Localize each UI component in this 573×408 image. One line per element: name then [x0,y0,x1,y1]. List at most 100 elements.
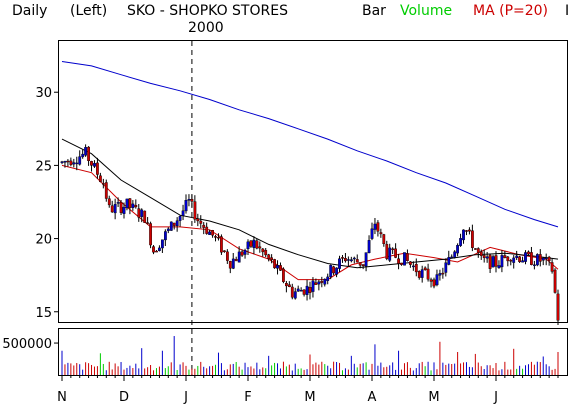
candle-body [426,268,430,280]
candle-body [228,261,232,269]
candle-body [373,223,377,230]
candle-body [255,240,259,249]
candle-body [521,260,525,263]
candle-body [394,248,397,258]
candle-body [364,252,368,267]
candle-body [87,146,91,162]
time-tick-label: N [57,390,67,405]
candle-body [323,278,327,285]
candle-body [326,276,330,281]
candle-body [93,163,96,167]
candle-body [276,265,279,269]
candle-body [379,232,383,235]
candle-body [391,248,395,251]
candle-body [146,222,149,224]
candle-body [506,256,510,262]
candle-body [140,209,144,217]
candle-body [476,248,480,253]
candle-body [308,287,312,293]
candle-body [222,250,226,252]
candle-body [435,274,439,286]
candle-body [429,279,433,282]
price-panel-frame [58,40,568,323]
candle-body [296,288,300,292]
candle-body [128,198,132,208]
candle-body [181,210,185,216]
volume-panel-frame [58,328,568,376]
candle-body [388,247,392,261]
candle-body [249,240,253,247]
candle-body [471,230,474,248]
candle-body [329,265,333,278]
candle-body [376,222,380,232]
candle-body [332,266,335,274]
chart-title: SKO - SHOPKO STORES [127,3,288,19]
candle-body [444,262,448,273]
candle-body [453,251,457,258]
candle-body [288,284,291,288]
candle-body [231,258,235,269]
candle-body [101,183,105,185]
candle-body [538,254,542,262]
candle-body [450,256,454,259]
candle-body [190,198,194,202]
candle-body [509,260,513,262]
moving-averages [61,61,559,281]
candle-body [358,262,362,266]
candle-body [459,238,462,246]
candle-body [208,231,211,235]
candle-body [178,215,182,221]
candle-body [400,262,403,265]
volume-tick-label: 500000 [2,337,52,352]
candle-body [125,198,129,209]
candle-body [69,160,73,165]
candle-body [211,229,214,236]
candle-body [409,261,412,265]
candle-body [270,257,273,261]
candle-body [320,281,324,283]
candle-body [550,262,554,272]
candle-body [143,210,147,223]
candle-body [468,229,471,232]
candle-body [246,241,250,250]
candle-body [205,226,209,234]
price-axis: 15 20 25 30 [35,86,59,321]
candle-body [137,208,141,218]
candle-body [305,285,309,295]
candle-body [497,265,501,269]
candle-body [240,251,244,256]
candle-body [285,283,288,287]
candle-body [66,160,70,163]
candle-body [72,162,76,165]
candle-body [60,161,64,163]
candle-body [293,291,297,299]
candle-body [282,268,285,282]
candle-body [98,175,102,182]
candle-body [432,279,436,287]
candle-body [311,280,315,292]
legend-ma: MA (P=20) [473,3,548,19]
candle-body [414,264,418,273]
candle-body [234,259,238,262]
candle-body [63,161,67,163]
candle-body [465,230,468,232]
candle-body [157,247,161,251]
candle-body [75,162,79,165]
candle-body [370,228,374,239]
candle-body [544,257,548,259]
candle-body [536,254,539,266]
candle-body [515,255,519,258]
candle-body [406,253,409,262]
candle-body [149,223,152,246]
candle-body [163,231,167,241]
legend-truncated: I [565,3,569,19]
candle-body [314,282,318,285]
candle-body [258,246,262,249]
candle-body [214,236,217,238]
candle-body [533,264,536,266]
candle-body [122,206,126,214]
candle-body [335,267,338,275]
candle-body [494,255,498,267]
candle-body [474,248,477,250]
